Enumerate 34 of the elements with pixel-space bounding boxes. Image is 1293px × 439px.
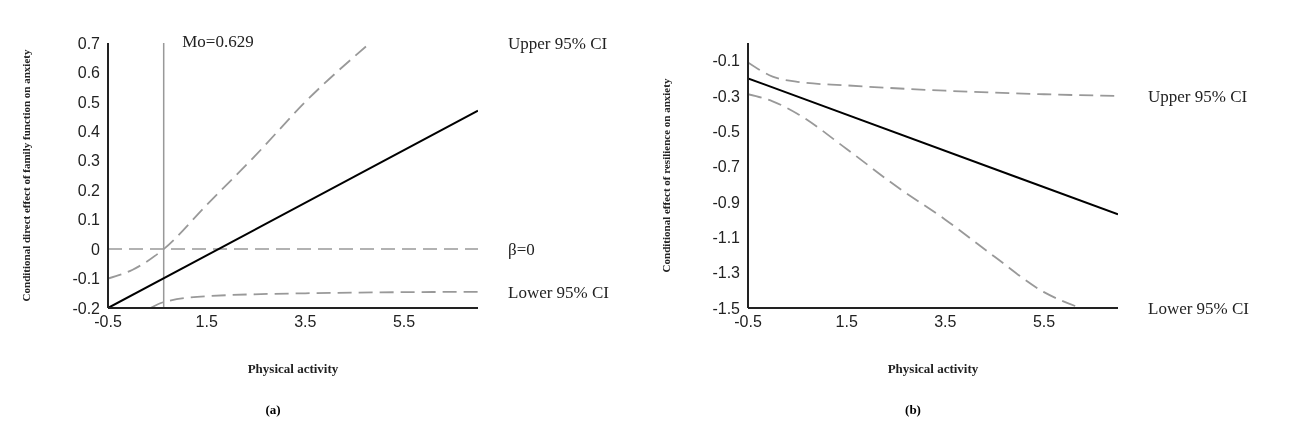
y-tick-label: -0.7 [712,158,741,176]
x-axis-title: Physical activity [247,361,339,376]
text: Lower 95% CI [1148,299,1250,318]
x-tick-label: 1.5 [195,313,218,331]
series-label: Upper 95% CI [1148,87,1248,106]
x-tick-label: 5.5 [1032,313,1056,331]
y-tick-label: -0.1 [72,270,101,288]
text: Upper 95% CI [508,34,608,53]
y-tick-label: -0.9 [712,193,741,211]
x-tick-label: 3.5 [294,313,317,331]
x-axis-title: Physical activity [887,361,979,376]
x-tick-label: 3.5 [934,313,957,331]
y-tick-label: 0 [91,240,101,258]
y-tick-label: 0.7 [77,34,101,52]
y-tick-label: 0.6 [77,64,101,82]
y-tick-label: -0.1 [712,52,741,70]
series-label: Lower 95% CI [508,282,610,302]
x-tick-label: 1.5 [835,313,858,331]
text: (b) [904,402,922,418]
x-tick-label: 5.5 [392,313,416,331]
y-axis-title: Conditional direct effect of family function on anxiety [19,49,32,302]
y-tick-label: 0.4 [77,123,101,141]
y-tick-label: -1.1 [712,229,741,247]
ref-line-label: Mo=0.629 [182,32,254,52]
y-tick-label: 0.3 [77,152,101,170]
ref-line-label: β=0 [508,240,535,260]
y-tick-label: 0.2 [77,181,101,199]
text: (a) [264,402,282,418]
y-axis-title: Conditional effect of resilience on anxiety [659,78,672,273]
y-tick-label: -1.3 [712,264,741,282]
y-tick-label: 0.1 [77,211,101,229]
y-tick-label: -0.5 [712,123,741,141]
y-tick-label: -0.3 [712,87,741,105]
y-tick-label: 0.5 [77,93,101,111]
